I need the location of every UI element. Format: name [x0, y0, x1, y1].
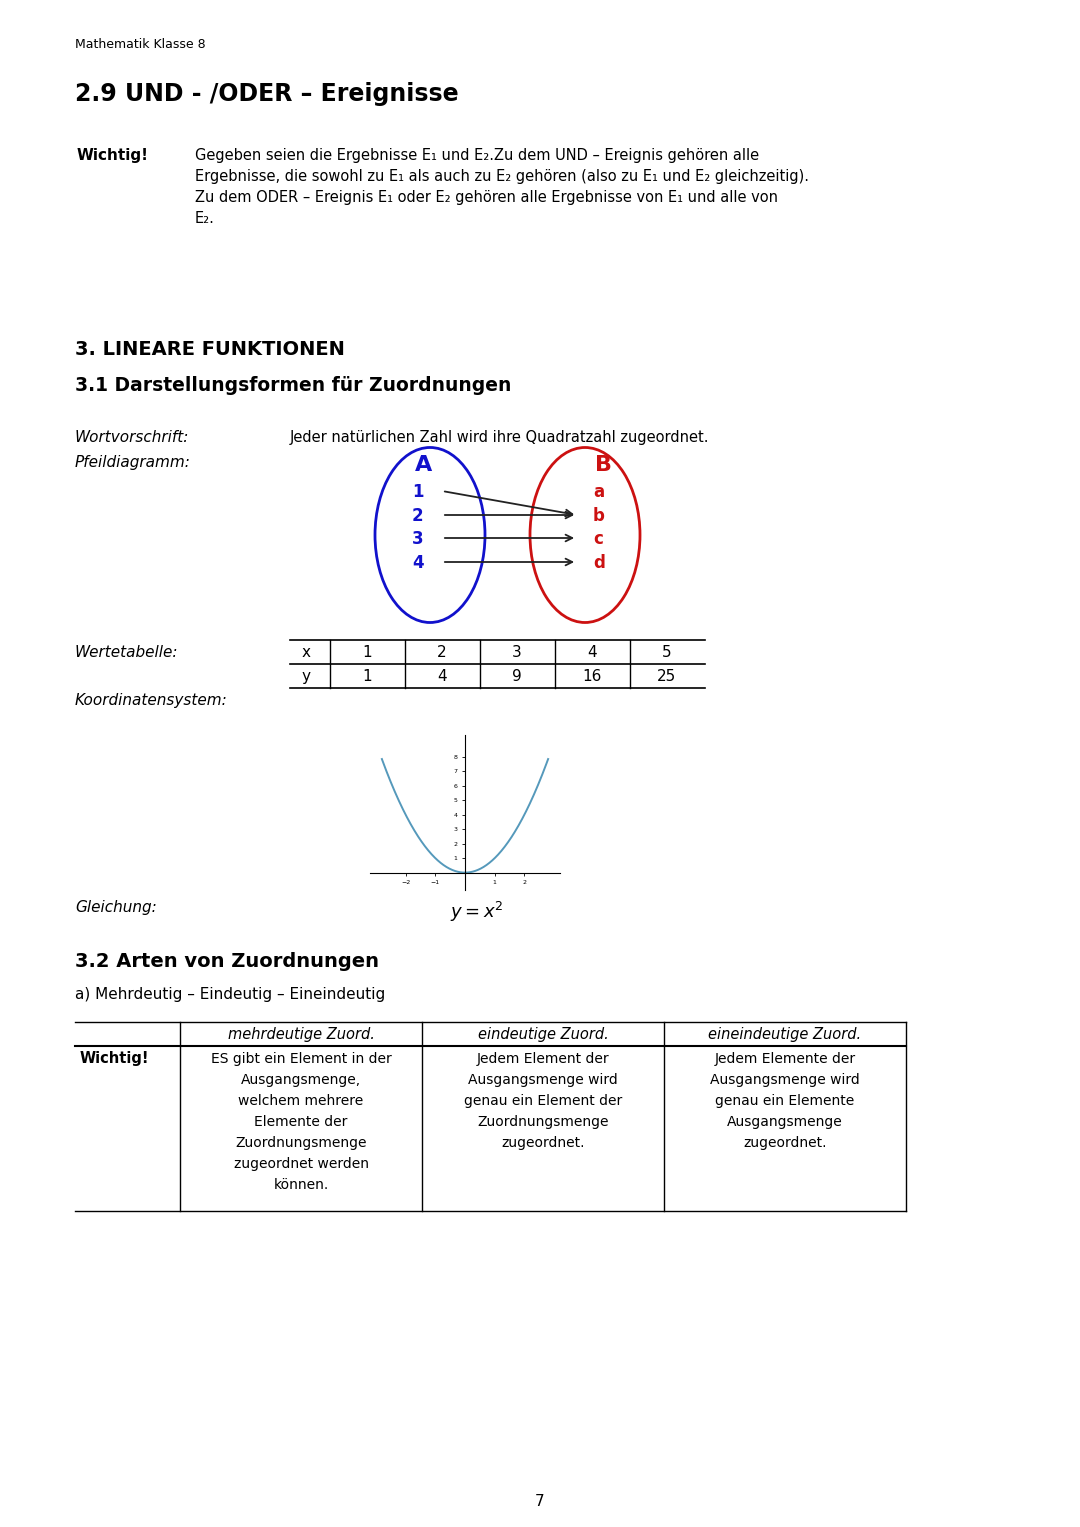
Text: Gegeben seien die Ergebnisse E₁ und E₂.Zu dem UND – Ereignis gehören alle: Gegeben seien die Ergebnisse E₁ und E₂.Z… [195, 148, 759, 163]
Text: a) Mehrdeutig – Eindeutig – Eineindeutig: a) Mehrdeutig – Eindeutig – Eineindeutig [75, 986, 386, 1002]
Text: 25: 25 [658, 669, 677, 684]
Text: x: x [302, 644, 311, 660]
Text: $y = x^2$: $y = x^2$ [450, 899, 503, 924]
Text: Gleichung:: Gleichung: [75, 899, 157, 915]
Text: 4: 4 [411, 554, 423, 573]
Text: Pfeildiagramm:: Pfeildiagramm: [75, 455, 191, 470]
Text: eineindeutige Zuord.: eineindeutige Zuord. [708, 1028, 862, 1041]
Text: ES gibt ein Element in der: ES gibt ein Element in der [211, 1052, 391, 1066]
Text: B: B [595, 455, 612, 475]
Text: 5: 5 [662, 644, 672, 660]
Text: 2.9 UND - /ODER – Ereignisse: 2.9 UND - /ODER – Ereignisse [75, 82, 459, 105]
Text: Wortvorschrift:: Wortvorschrift: [75, 431, 189, 444]
Text: 3.1 Darstellungsformen für Zuordnungen: 3.1 Darstellungsformen für Zuordnungen [75, 376, 511, 395]
Text: 16: 16 [582, 669, 602, 684]
Text: zugeordnet.: zugeordnet. [743, 1136, 827, 1150]
Text: 3: 3 [411, 530, 423, 548]
Text: 3.2 Arten von Zuordnungen: 3.2 Arten von Zuordnungen [75, 951, 379, 971]
Text: 3. LINEARE FUNKTIONEN: 3. LINEARE FUNKTIONEN [75, 341, 345, 359]
Text: d: d [593, 554, 605, 573]
Text: E₂.: E₂. [195, 211, 215, 226]
Text: 1: 1 [411, 483, 423, 501]
Text: mehrdeutige Zuord.: mehrdeutige Zuord. [228, 1028, 375, 1041]
Text: 3: 3 [512, 644, 522, 660]
Text: Zuordnungsmenge: Zuordnungsmenge [235, 1136, 367, 1150]
Text: 4: 4 [588, 644, 597, 660]
Text: zugeordnet werden: zugeordnet werden [233, 1157, 368, 1171]
Text: genau ein Element der: genau ein Element der [464, 1093, 622, 1109]
Text: b: b [593, 507, 605, 525]
Text: Ausgangsmenge wird: Ausgangsmenge wird [711, 1073, 860, 1087]
Text: Mathematik Klasse 8: Mathematik Klasse 8 [75, 38, 205, 50]
Text: Zu dem ODER – Ereignis E₁ oder E₂ gehören alle Ergebnisse von E₁ und alle von: Zu dem ODER – Ereignis E₁ oder E₂ gehöre… [195, 189, 778, 205]
Text: Jeder natürlichen Zahl wird ihre Quadratzahl zugeordnet.: Jeder natürlichen Zahl wird ihre Quadrat… [291, 431, 710, 444]
Text: welchem mehrere: welchem mehrere [239, 1093, 364, 1109]
Text: zugeordnet.: zugeordnet. [501, 1136, 584, 1150]
Text: Jedem Elemente der: Jedem Elemente der [715, 1052, 855, 1066]
Text: Ausgangsmenge: Ausgangsmenge [727, 1115, 842, 1128]
Text: eindeutige Zuord.: eindeutige Zuord. [477, 1028, 608, 1041]
Text: 1: 1 [362, 669, 372, 684]
Text: 2: 2 [411, 507, 423, 525]
Text: Ergebnisse, die sowohl zu E₁ als auch zu E₂ gehören (also zu E₁ und E₂ gleichzei: Ergebnisse, die sowohl zu E₁ als auch zu… [195, 169, 809, 183]
Text: 9: 9 [512, 669, 522, 684]
Text: 2: 2 [437, 644, 447, 660]
Text: 4: 4 [437, 669, 447, 684]
Text: c: c [593, 530, 603, 548]
Text: können.: können. [273, 1177, 328, 1193]
Text: a: a [593, 483, 604, 501]
Text: Koordinatensystem:: Koordinatensystem: [75, 693, 228, 709]
Text: Wertetabelle:: Wertetabelle: [75, 644, 178, 660]
Text: A: A [415, 455, 432, 475]
Text: 1: 1 [362, 644, 372, 660]
Text: Elemente der: Elemente der [254, 1115, 348, 1128]
Text: Zuordnungsmenge: Zuordnungsmenge [477, 1115, 609, 1128]
Text: genau ein Elemente: genau ein Elemente [715, 1093, 854, 1109]
Text: Ausgangsmenge,: Ausgangsmenge, [241, 1073, 361, 1087]
Text: Ausgangsmenge wird: Ausgangsmenge wird [468, 1073, 618, 1087]
Text: 7: 7 [536, 1493, 544, 1509]
Text: y: y [302, 669, 311, 684]
Text: Wichtig!: Wichtig! [80, 1051, 149, 1066]
Text: Jedem Element der: Jedem Element der [476, 1052, 609, 1066]
Text: Wichtig!: Wichtig! [77, 148, 149, 163]
